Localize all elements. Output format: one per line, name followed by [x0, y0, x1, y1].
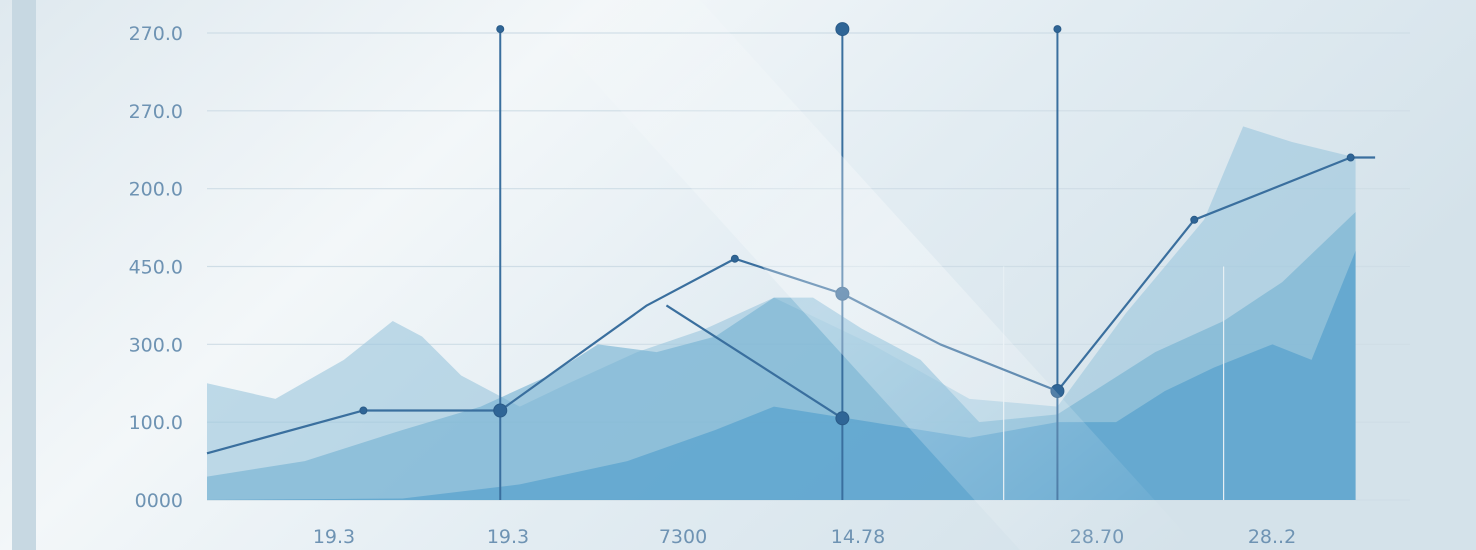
y-tick-label: 270.0 — [129, 101, 183, 123]
x-tick-label: 19.3 — [487, 526, 529, 548]
data-point-0 — [493, 403, 508, 418]
y-tick-label: 300.0 — [129, 334, 183, 356]
y-tick-label: 100.0 — [129, 412, 183, 434]
top-dot-0 — [496, 25, 505, 34]
y-tick-label: 200.0 — [129, 179, 183, 201]
x-tick-label: 7300 — [659, 526, 707, 548]
data-point-6 — [1190, 215, 1199, 224]
x-tick-label: 19.3 — [313, 526, 355, 548]
left-frame-edge — [12, 0, 36, 550]
y-tick-label: 450.0 — [129, 257, 183, 279]
light-glare — [520, 0, 1200, 550]
line-series-4 — [665, 304, 843, 420]
data-point-2 — [835, 411, 850, 426]
x-tick-label: 28..2 — [1248, 526, 1296, 548]
data-point-4 — [359, 406, 368, 415]
data-point-7 — [1346, 153, 1355, 162]
top-dot-2 — [1053, 25, 1062, 34]
top-dot-1 — [835, 22, 850, 37]
y-axis-ticks: 0000 100.0 300.0 450.0 200.0 270.0 270.0 — [129, 23, 183, 512]
data-point-5 — [730, 254, 739, 263]
x-tick-label: 14.78 — [831, 526, 885, 548]
y-tick-label: 0000 — [135, 490, 183, 512]
y-tick-label: 270.0 — [129, 23, 183, 45]
